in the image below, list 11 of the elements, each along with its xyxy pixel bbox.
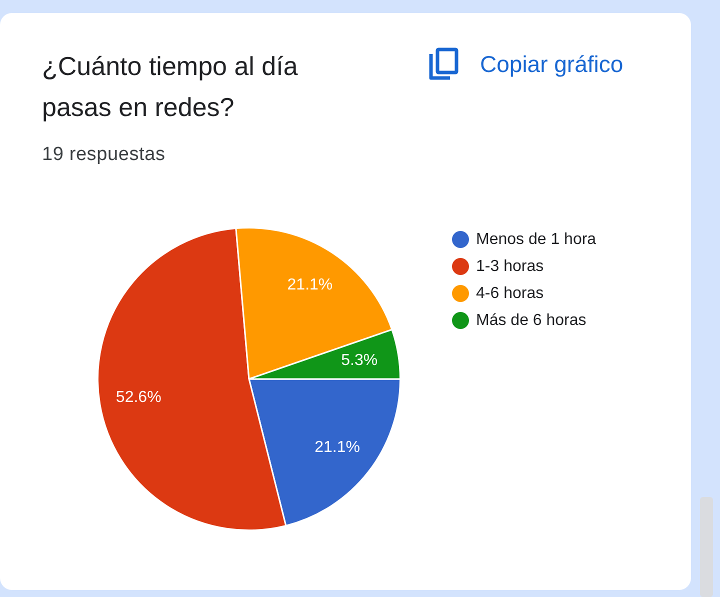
- legend-label: Menos de 1 hora: [476, 230, 596, 248]
- legend-label: 1-3 horas: [476, 258, 544, 276]
- text: Copiar gráfico: [480, 50, 624, 78]
- data-label: 21.1%: [287, 276, 333, 294]
- data-label: 21.1%: [314, 439, 360, 456]
- chart-subtitle: 19 respuestas: [42, 143, 166, 167]
- chart-title: ¿Cuánto tiempo al día pasas en redes?: [42, 50, 299, 124]
- legend-label: 4-6 horas: [476, 284, 544, 302]
- data-label: 52.6%: [116, 388, 162, 406]
- legend-label: Más de 6 horas: [476, 312, 586, 330]
- data-label: 5.3%: [341, 352, 378, 369]
